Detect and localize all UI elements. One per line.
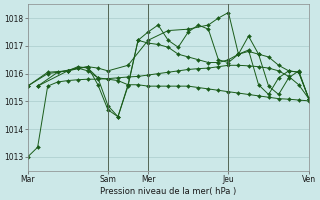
X-axis label: Pression niveau de la mer( hPa ): Pression niveau de la mer( hPa ) [100,187,236,196]
